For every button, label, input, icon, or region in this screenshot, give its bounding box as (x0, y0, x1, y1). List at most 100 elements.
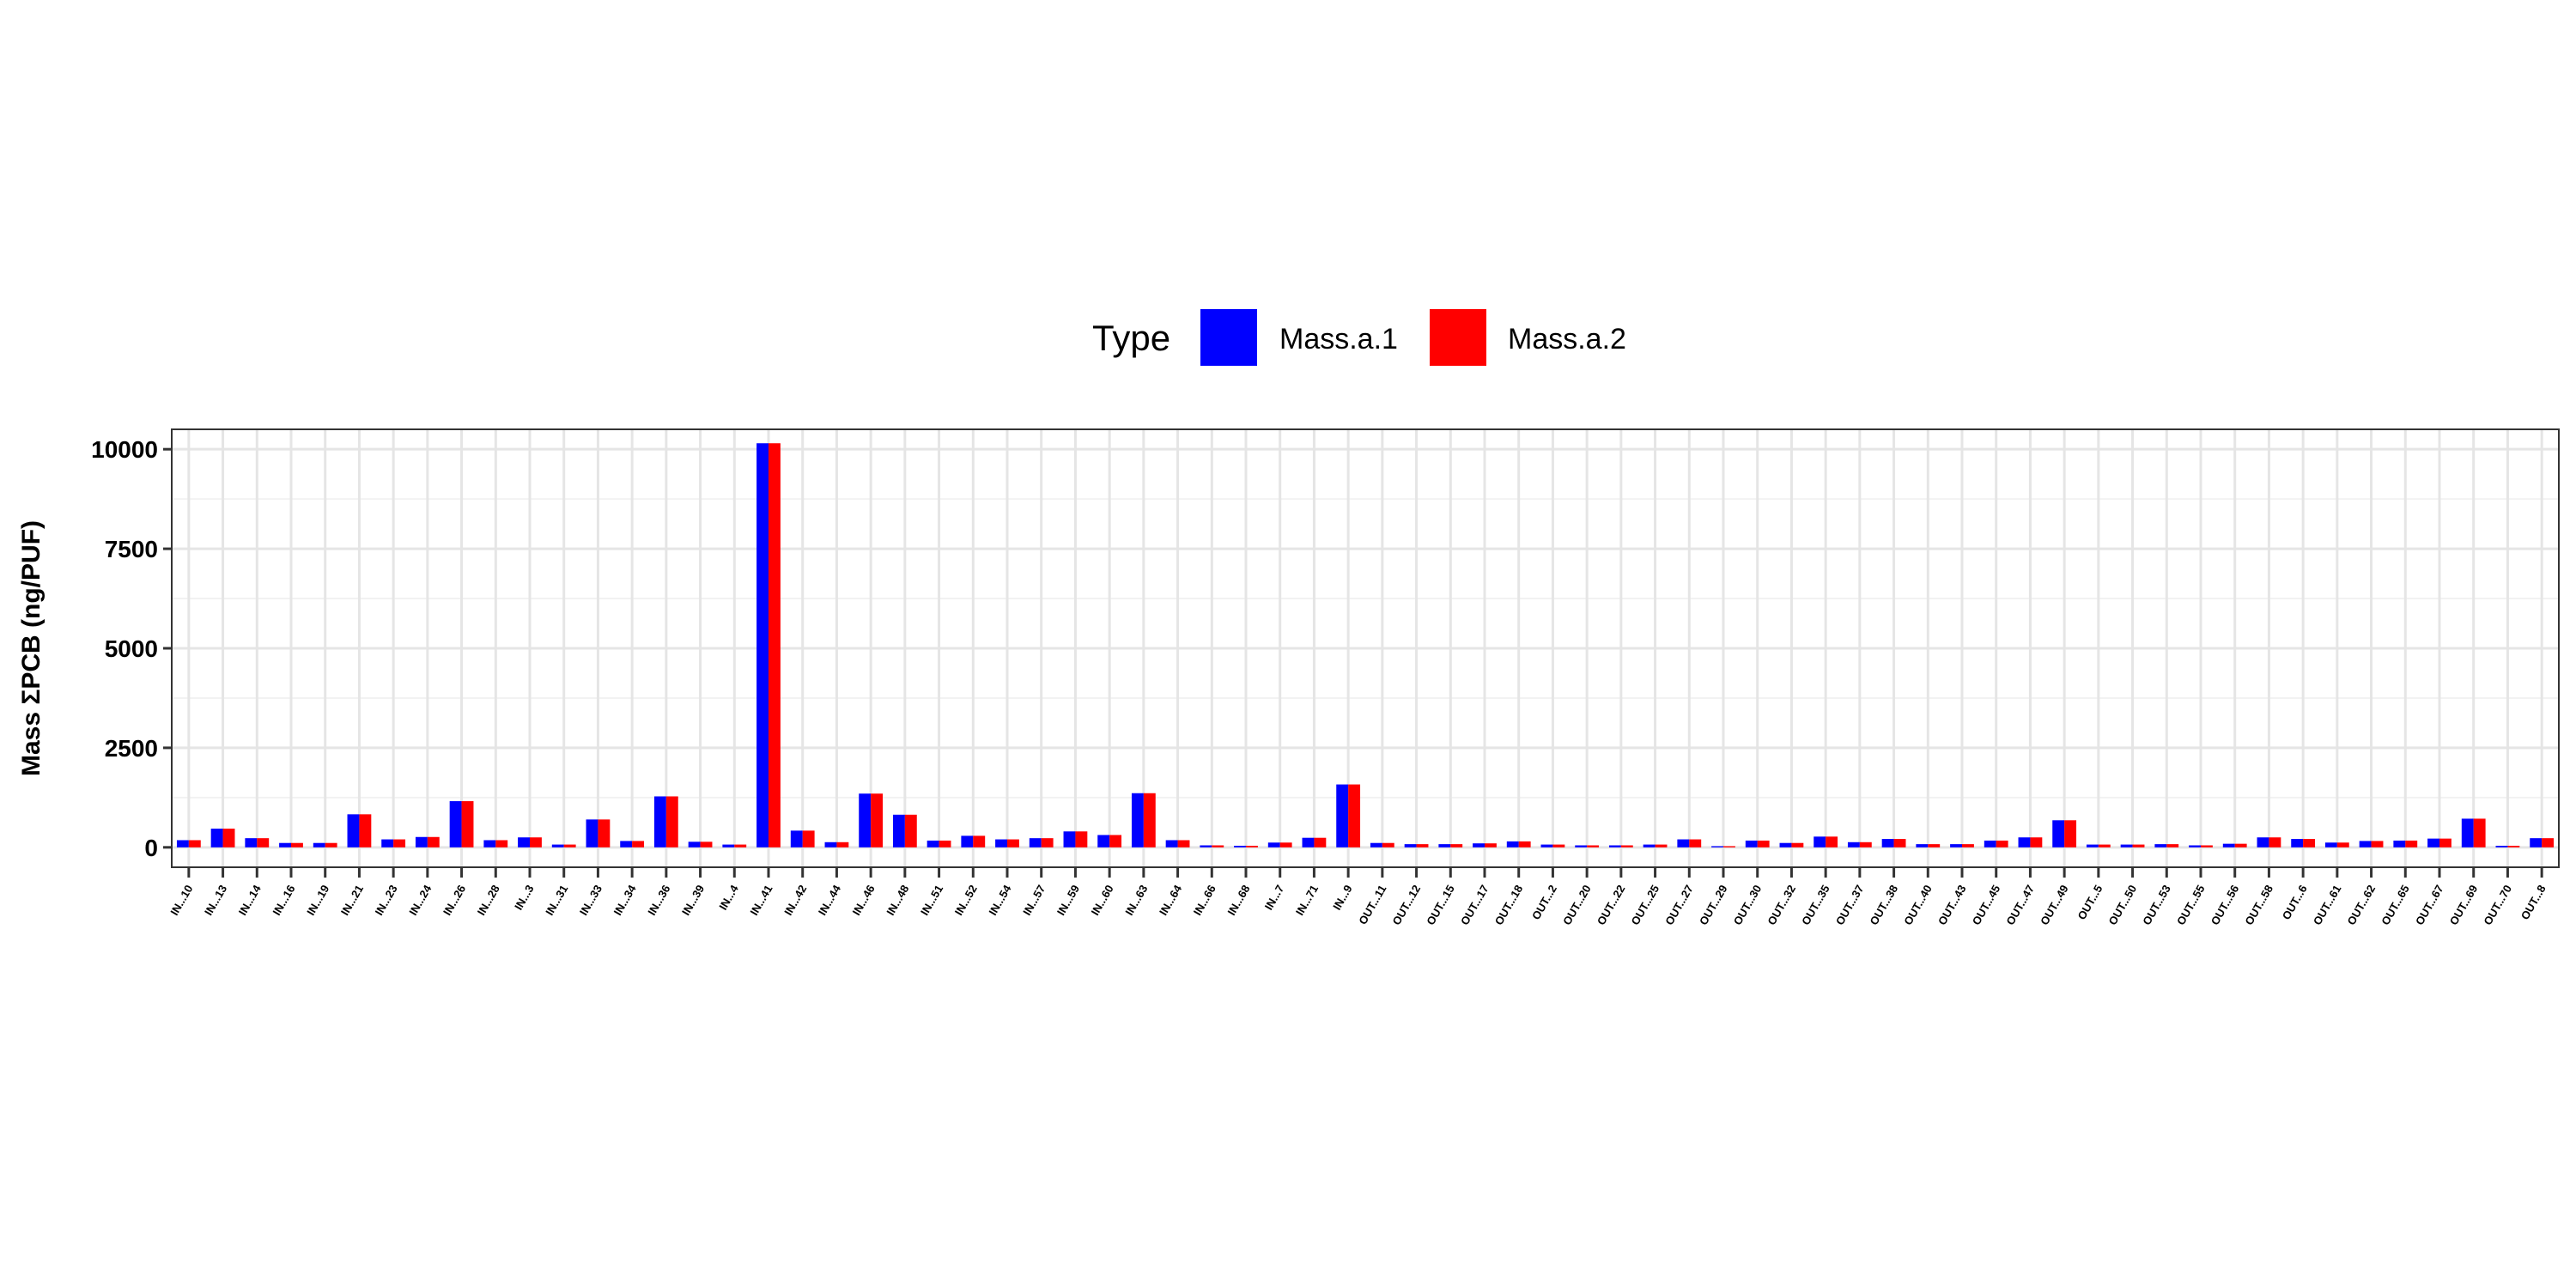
bar-Mass-a-1-OUT5 (2086, 844, 2099, 848)
bar-Mass-a-1-OUT55 (2189, 845, 2201, 848)
bar-Mass-a-2-OUT11 (1382, 842, 1394, 848)
x-tick-label: IN...36 (645, 883, 672, 918)
bar-Mass-a-2-IN68 (1246, 845, 1258, 848)
bar-Mass-a-1-IN51 (927, 840, 939, 848)
bar-Mass-a-1-IN60 (1097, 835, 1110, 848)
x-tick-label: IN...16 (270, 883, 297, 918)
x-tick-label: OUT...17 (1458, 883, 1492, 927)
bar-Mass-a-2-IN42 (802, 830, 815, 848)
bar-Mass-a-1-IN34 (620, 841, 633, 848)
bar-Mass-a-2-OUT15 (1450, 844, 1463, 848)
bar-Mass-a-2-IN59 (1075, 831, 1088, 848)
bar-Mass-a-1-IN68 (1234, 845, 1246, 848)
bar-Mass-a-2-OUT35 (1826, 836, 1838, 848)
x-tick-label: IN...10 (167, 883, 195, 918)
x-tick-label: OUT...56 (2208, 883, 2242, 927)
legend-swatch-Mass-a-2 (1430, 309, 1486, 366)
bar-Mass-a-2-OUT61 (2336, 842, 2349, 848)
x-tick-label: IN...34 (611, 882, 640, 917)
x-tick-label: OUT...43 (1935, 883, 1969, 927)
bar-Mass-a-1-OUT20 (1575, 845, 1588, 848)
bar-Mass-a-2-OUT12 (1416, 844, 1429, 848)
bar-Mass-a-1-IN54 (995, 839, 1007, 848)
x-tick-label: IN...31 (543, 883, 570, 918)
x-tick-label: OUT...25 (1629, 883, 1662, 927)
bar-Mass-a-2-IN52 (973, 835, 986, 848)
y-tick-label: 7500 (105, 536, 158, 562)
bar-Mass-a-1-OUT11 (1370, 842, 1382, 848)
y-axis: 0 2500 5000 7500 10000 (91, 436, 172, 861)
x-tick-label: IN...14 (236, 882, 264, 917)
bar-Mass-a-2-IN7 (1279, 842, 1292, 848)
bar-Mass-a-2-OUT32 (1791, 842, 1804, 848)
bar-Mass-a-2-IN26 (461, 801, 474, 848)
x-tick-label: OUT...35 (1799, 883, 1832, 927)
bar-Mass-a-2-IN39 (700, 841, 713, 848)
x-tick-label: OUT...53 (2140, 883, 2173, 927)
bar-Mass-a-2-IN66 (1212, 845, 1224, 848)
x-tick-label: IN...13 (202, 883, 229, 918)
bar-Mass-a-1-IN7 (1267, 842, 1280, 848)
bar-Mass-a-2-IN4 (734, 844, 747, 848)
bar-Mass-a-1-OUT15 (1438, 844, 1451, 848)
x-tick-label: OUT...47 (2003, 883, 2037, 927)
bar-Mass-a-2-OUT50 (2132, 844, 2145, 848)
legend-swatch-Mass-a-1 (1200, 309, 1257, 366)
bar-Mass-a-2-OUT58 (2269, 837, 2281, 848)
bar-Mass-a-1-IN13 (210, 829, 223, 848)
bar-Mass-a-2-OUT27 (1689, 839, 1702, 848)
bar-Mass-a-2-IN9 (1348, 784, 1361, 848)
x-tick-label: IN...28 (475, 883, 502, 918)
x-tick-label: IN...4 (716, 882, 741, 912)
bar-Mass-a-1-OUT32 (1779, 842, 1792, 848)
bar-Mass-a-1-IN36 (653, 796, 666, 848)
bar-Mass-a-1-OUT70 (2495, 845, 2508, 848)
bar-Mass-a-1-OUT37 (1847, 841, 1860, 848)
x-tick-label: IN...66 (1191, 883, 1218, 918)
bar-Mass-a-1-OUT43 (1950, 844, 1962, 848)
x-tick-label: OUT...69 (2447, 883, 2481, 927)
x-tick-label: OUT...61 (2311, 883, 2344, 927)
bar-Mass-a-1-IN52 (961, 835, 974, 848)
bar-Mass-a-1-OUT12 (1404, 844, 1417, 848)
x-tick-label: OUT...22 (1595, 883, 1628, 927)
bar-Mass-a-1-IN57 (1029, 838, 1042, 848)
bar-Mass-a-2-IN24 (427, 836, 440, 848)
x-tick-label: IN...52 (952, 883, 980, 918)
bar-Mass-a-2-OUT67 (2439, 838, 2451, 848)
bar-Mass-a-2-IN46 (871, 793, 884, 848)
x-axis: IN...10 IN...13 IN...14 IN...16 IN...19 IN...… (167, 867, 2549, 927)
bar-Mass-a-1-OUT22 (1608, 845, 1621, 848)
x-tick-label: IN...39 (679, 883, 707, 918)
x-tick-label: OUT...8 (2518, 883, 2549, 922)
bar-Mass-a-2-OUT37 (1859, 841, 1872, 848)
bar-Mass-a-2-IN21 (359, 814, 372, 848)
x-tick-label: IN...48 (884, 883, 911, 918)
bar-Mass-a-2-OUT62 (2371, 841, 2384, 848)
bar-Mass-a-2-OUT56 (2234, 843, 2247, 848)
bar-Mass-a-1-IN4 (722, 844, 735, 848)
bar-Mass-a-1-OUT17 (1473, 843, 1485, 848)
x-tick-label: OUT...58 (2242, 883, 2275, 927)
x-tick-label: IN...64 (1157, 882, 1185, 917)
x-tick-label: IN...63 (1122, 883, 1150, 918)
bar-Mass-a-1-IN21 (347, 814, 360, 848)
bar-Mass-a-1-IN31 (551, 844, 564, 848)
x-tick-label: OUT...55 (2174, 883, 2208, 927)
bar-Mass-a-1-IN48 (892, 814, 905, 848)
x-tick-label: OUT...65 (2379, 883, 2412, 927)
x-tick-label: OUT...37 (1833, 883, 1867, 927)
x-tick-label: IN...60 (1089, 883, 1116, 918)
bar-Mass-a-2-OUT6 (2303, 839, 2316, 848)
x-tick-label: OUT...38 (1868, 883, 1901, 927)
bar-Mass-a-2-OUT18 (1518, 841, 1531, 848)
legend-label-Mass-a-1: Mass.a.1 (1279, 323, 1398, 355)
x-tick-label: IN...7 (1262, 883, 1287, 912)
x-tick-label: OUT...2 (1529, 883, 1559, 922)
x-tick-label: OUT...45 (1970, 883, 2003, 927)
bar-Mass-a-2-OUT22 (1620, 845, 1633, 848)
bar-Mass-a-1-IN46 (859, 793, 872, 848)
bar-Mass-a-2-IN54 (1007, 839, 1019, 848)
bar-Mass-a-1-IN14 (245, 838, 258, 848)
